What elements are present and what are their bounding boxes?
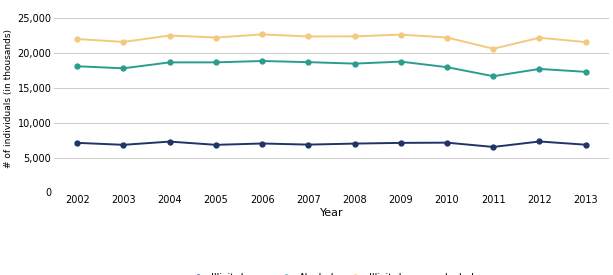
Illicit drugs	[166, 140, 173, 143]
Alcohol	[74, 65, 81, 68]
Illicit drugs or alcohol	[397, 33, 405, 36]
Alcohol	[166, 61, 173, 64]
Alcohol	[120, 67, 127, 70]
Illicit drugs or alcohol	[490, 47, 497, 50]
Line: Alcohol: Alcohol	[75, 59, 588, 79]
X-axis label: Year: Year	[319, 208, 343, 218]
Illicit drugs or alcohol	[305, 35, 312, 38]
Illicit drugs	[443, 141, 451, 144]
Legend: Illicit drugs, Alcohol, Illicit drugs or alcohol: Illicit drugs, Alcohol, Illicit drugs or…	[185, 269, 478, 275]
Illicit drugs or alcohol	[443, 36, 451, 39]
Alcohol	[443, 65, 451, 69]
Illicit drugs	[582, 143, 589, 146]
Illicit drugs or alcohol	[212, 36, 219, 39]
Alcohol	[351, 62, 358, 65]
Illicit drugs	[536, 140, 543, 143]
Illicit drugs or alcohol	[74, 37, 81, 41]
Illicit drugs	[351, 142, 358, 145]
Illicit drugs or alcohol	[259, 33, 266, 36]
Illicit drugs	[397, 141, 405, 145]
Illicit drugs	[212, 143, 219, 147]
Illicit drugs or alcohol	[536, 36, 543, 39]
Illicit drugs or alcohol	[120, 40, 127, 43]
Alcohol	[490, 75, 497, 78]
Alcohol	[536, 67, 543, 71]
Illicit drugs	[74, 141, 81, 145]
Illicit drugs or alcohol	[582, 40, 589, 44]
Illicit drugs	[490, 145, 497, 149]
Alcohol	[305, 60, 312, 64]
Illicit drugs	[120, 143, 127, 147]
Illicit drugs or alcohol	[166, 34, 173, 37]
Line: Illicit drugs or alcohol: Illicit drugs or alcohol	[75, 32, 588, 51]
Alcohol	[212, 61, 219, 64]
Line: Illicit drugs: Illicit drugs	[75, 139, 588, 149]
Alcohol	[582, 70, 589, 73]
Illicit drugs	[305, 143, 312, 146]
Illicit drugs	[259, 142, 266, 145]
Illicit drugs or alcohol	[351, 35, 358, 38]
Alcohol	[397, 60, 405, 63]
Alcohol	[259, 59, 266, 63]
Y-axis label: # of individuals (in thousands): # of individuals (in thousands)	[4, 29, 13, 168]
